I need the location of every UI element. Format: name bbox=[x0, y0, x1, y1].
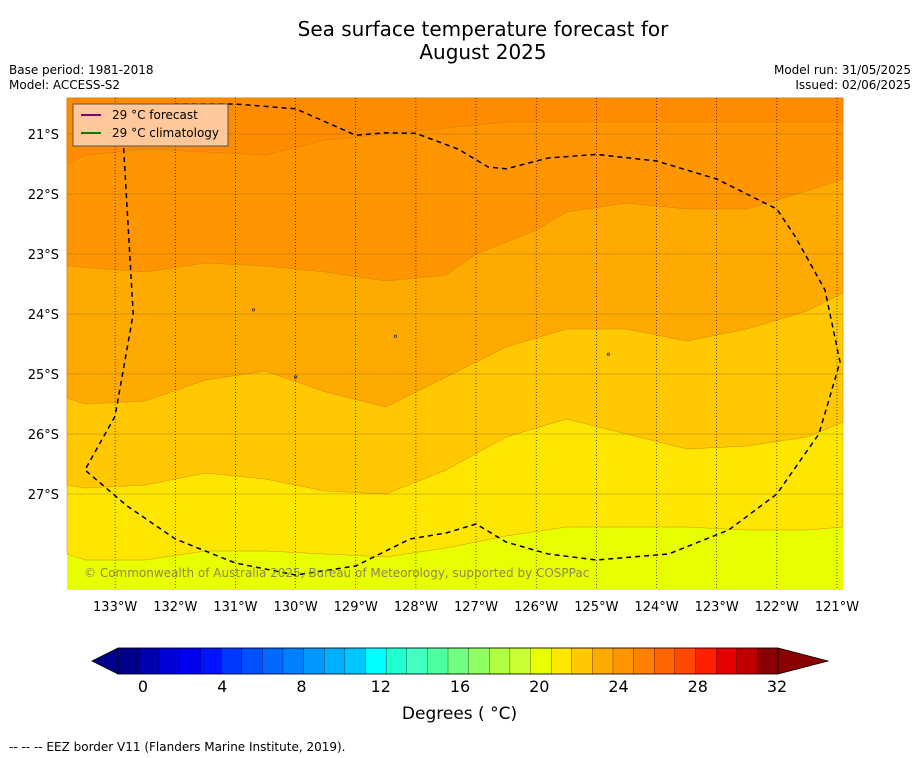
legend-box bbox=[72, 103, 229, 147]
colorbar-swatch bbox=[715, 647, 738, 675]
model-name: Model: ACCESS-S2 bbox=[9, 78, 121, 92]
colorbar-tick-labels: 0 4 8 12 16 20 24 28 32 bbox=[138, 677, 787, 696]
colorbar-swatch bbox=[592, 647, 614, 675]
y-tick-label: 23°S bbox=[28, 248, 59, 263]
x-tick-label: 124°W bbox=[634, 600, 678, 615]
colorbar-swatch bbox=[303, 647, 325, 675]
colorbar-tick-label: 8 bbox=[296, 677, 306, 696]
y-tick-labels: 21°S 22°S 23°S 24°S 25°S 26°S 27°S bbox=[28, 128, 59, 503]
x-tick-label: 121°W bbox=[815, 600, 859, 615]
y-tick-label: 24°S bbox=[28, 308, 59, 323]
y-tick-label: 22°S bbox=[28, 188, 59, 203]
colorbar-swatch bbox=[571, 647, 593, 675]
colorbar-tick-label: 12 bbox=[371, 677, 391, 696]
meta-left: Base period: 1981-2018 Model: ACCESS-S2 bbox=[9, 63, 154, 93]
issued-date: Issued: 02/06/2025 bbox=[795, 78, 911, 92]
colorbar-swatch bbox=[324, 647, 346, 675]
x-tick-label: 123°W bbox=[695, 600, 739, 615]
y-tick-label: 25°S bbox=[28, 368, 59, 383]
colorbar-swatch bbox=[695, 647, 717, 675]
colorbar-swatch bbox=[117, 647, 140, 675]
colorbar-swatch bbox=[468, 647, 490, 675]
y-tick-label: 27°S bbox=[28, 488, 59, 503]
title-line-2: August 2025 bbox=[419, 40, 547, 64]
y-tick-label: 21°S bbox=[28, 128, 59, 143]
colorbar-swatch bbox=[385, 647, 408, 675]
colorbar-swatch bbox=[447, 647, 470, 675]
colorbar-swatch bbox=[365, 647, 387, 675]
colorbar-swatch bbox=[530, 647, 552, 675]
island-marker bbox=[393, 334, 398, 338]
chart-title: Sea surface temperature forecast for Aug… bbox=[0, 18, 919, 64]
colorbar-swatch bbox=[674, 647, 696, 675]
colorbar-swatch bbox=[344, 647, 366, 675]
colorbar-swatch bbox=[138, 647, 160, 675]
grid-lines bbox=[67, 98, 843, 590]
colorbar-tick-label: 20 bbox=[529, 677, 549, 696]
colorbar-frame bbox=[117, 647, 779, 675]
colorbar-swatch bbox=[282, 647, 305, 675]
colorbar-extend-low bbox=[91, 647, 119, 675]
colorbar-swatch bbox=[736, 647, 758, 675]
y-tick-label: 26°S bbox=[28, 428, 59, 443]
sst-map: © Commonwealth of Australia 2025, Bureau… bbox=[28, 97, 859, 696]
colorbar-tick-label: 0 bbox=[138, 677, 148, 696]
legend-entry: 29 °C forecast bbox=[112, 108, 198, 122]
model-run: Model run: 31/05/2025 bbox=[773, 63, 911, 77]
x-tick-label: 127°W bbox=[454, 600, 498, 615]
colorbar-swatch bbox=[633, 647, 655, 675]
colorbar-swatch bbox=[241, 647, 263, 675]
x-tick-label: 128°W bbox=[394, 600, 438, 615]
colorbar-swatch bbox=[509, 647, 531, 675]
colorbar-tick-label: 32 bbox=[767, 677, 787, 696]
colorbar-swatch bbox=[220, 647, 243, 675]
colorbar bbox=[91, 647, 830, 675]
colorbar-swatch bbox=[179, 647, 201, 675]
colorbar-extend-high bbox=[777, 647, 830, 675]
x-tick-label: 129°W bbox=[334, 600, 378, 615]
colorbar-swatch bbox=[757, 647, 779, 675]
meta-right: Model run: 31/05/2025 Issued: 02/06/2025 bbox=[774, 63, 911, 93]
colorbar-swatch bbox=[612, 647, 635, 675]
colorbar-swatch bbox=[550, 647, 573, 675]
colorbar-swatch bbox=[262, 647, 284, 675]
island-marker bbox=[606, 352, 610, 356]
legend-entry: 29 °C climatology bbox=[112, 126, 219, 140]
colorbar-tick-label: 28 bbox=[688, 677, 708, 696]
colorbar-swatch bbox=[159, 647, 181, 675]
legend: 29 °C forecast 29 °C climatology bbox=[72, 103, 229, 147]
colorbar-label: Degrees ( °C) bbox=[401, 704, 518, 724]
colorbar-swatch bbox=[200, 647, 222, 675]
contour-bands bbox=[66, 97, 844, 590]
x-tick-labels: 133°W 132°W 131°W 130°W 129°W 128°W 127°W 126°W… bbox=[93, 600, 859, 615]
x-tick-label: 126°W bbox=[514, 600, 558, 615]
colorbar-swatch bbox=[489, 647, 511, 675]
colorbar-tick-label: 16 bbox=[450, 677, 470, 696]
colorbar-swatch bbox=[654, 647, 676, 675]
colorbar-swatch bbox=[406, 647, 428, 675]
x-tick-label: 132°W bbox=[153, 600, 197, 615]
island-marker bbox=[293, 375, 298, 379]
small-features bbox=[251, 308, 610, 379]
colorbar-tick-label: 24 bbox=[608, 677, 628, 696]
colorbar-tick-label: 4 bbox=[217, 677, 227, 696]
island-marker bbox=[251, 308, 256, 312]
colorbar-swatch bbox=[427, 647, 449, 675]
eez-border bbox=[84, 103, 841, 576]
x-tick-label: 131°W bbox=[213, 600, 257, 615]
footnote: -- -- -- EEZ border V11 (Flanders Marine… bbox=[9, 740, 346, 754]
x-tick-label: 125°W bbox=[574, 600, 618, 615]
x-tick-label: 122°W bbox=[755, 600, 799, 615]
x-tick-label: 133°W bbox=[93, 600, 137, 615]
title-line-1: Sea surface temperature forecast for bbox=[297, 17, 669, 41]
watermark: © Commonwealth of Australia 2025, Bureau… bbox=[84, 566, 589, 580]
x-tick-label: 130°W bbox=[274, 600, 318, 615]
base-period: Base period: 1981-2018 bbox=[9, 63, 154, 77]
